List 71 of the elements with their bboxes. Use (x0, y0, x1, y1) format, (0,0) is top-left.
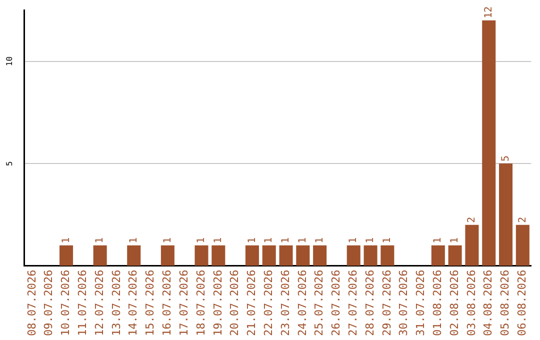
x-tick-label: 25.07.2026 (312, 270, 326, 336)
x-tick-label: 27.07.2026 (346, 270, 360, 336)
bar (279, 245, 293, 266)
data-label: 1 (365, 237, 376, 244)
data-label: 1 (450, 237, 461, 244)
x-tick-label: 29.07.2026 (380, 270, 394, 336)
data-label: 1 (382, 237, 394, 244)
x-tick-label: 08.07.2026 (25, 270, 38, 336)
bar (380, 245, 394, 266)
x-tick-label: 17.07.2026 (177, 270, 190, 336)
x-tick-label: 01.08.2026 (431, 270, 444, 336)
data-label: 1 (298, 237, 309, 244)
data-label: 1 (348, 237, 360, 244)
x-tick-label: 12.07.2026 (92, 270, 106, 336)
x-tick-label: 11.07.2026 (76, 270, 90, 336)
bar (212, 245, 226, 266)
bar (482, 20, 496, 266)
x-tick-label: 26.07.2026 (330, 270, 343, 336)
data-label: 1 (264, 237, 275, 244)
bar (262, 245, 276, 266)
x-tick-label: 13.07.2026 (110, 270, 123, 336)
x-tick-label: 16.07.2026 (160, 270, 174, 336)
x-tick-label: 28.07.2026 (363, 270, 376, 336)
x-tick-label: 02.08.2026 (448, 270, 461, 336)
x-tick-label: 24.07.2026 (296, 270, 309, 336)
bar (194, 245, 208, 266)
y-tick-label: 10 (5, 56, 14, 66)
data-label: 2 (466, 216, 478, 223)
bar (296, 245, 310, 266)
bar (465, 224, 479, 266)
x-tick-label: 03.08.2026 (464, 270, 478, 336)
data-label: 1 (314, 237, 326, 244)
x-tick-label: 20.07.2026 (228, 270, 242, 336)
data-label: 1 (162, 237, 174, 244)
x-tick-label: 19.07.2026 (211, 270, 224, 336)
x-tick-label: 04.08.2026 (482, 270, 495, 336)
data-label: 12 (483, 6, 494, 18)
x-tick-label: 15.07.2026 (144, 270, 157, 336)
x-tick-label: 06.08.2026 (516, 270, 529, 336)
x-tick-label: 09.07.2026 (42, 270, 56, 336)
data-label: 1 (128, 237, 140, 244)
bar (448, 245, 462, 266)
bar (431, 245, 445, 266)
data-label: 1 (280, 237, 292, 244)
data-label: 5 (500, 156, 512, 162)
data-label: 1 (60, 237, 72, 244)
bar (499, 164, 513, 266)
bar (60, 245, 74, 266)
x-tick-label: 14.07.2026 (126, 270, 140, 336)
bar (160, 245, 174, 266)
x-tick-label: 23.07.2026 (278, 270, 292, 336)
bar (516, 224, 530, 266)
bar (93, 245, 107, 266)
x-tick-label: 18.07.2026 (194, 270, 208, 336)
x-tick-label: 30.07.2026 (397, 270, 410, 336)
data-label: 1 (196, 237, 208, 244)
bar (364, 245, 378, 266)
data-label: 2 (517, 216, 528, 223)
data-label: 1 (94, 237, 106, 244)
bar (346, 245, 360, 266)
bar (245, 245, 259, 266)
x-tick-label: 31.07.2026 (414, 270, 428, 336)
data-label: 1 (432, 237, 444, 244)
x-tick-label: 05.08.2026 (498, 270, 512, 336)
data-label: 1 (212, 237, 224, 244)
x-tick-label: 21.07.2026 (245, 270, 258, 336)
x-tick-label: 22.07.2026 (262, 270, 275, 336)
data-label: 1 (246, 237, 258, 244)
x-tick-label: 10.07.2026 (59, 270, 72, 336)
bar (127, 245, 141, 266)
bar (313, 245, 327, 266)
